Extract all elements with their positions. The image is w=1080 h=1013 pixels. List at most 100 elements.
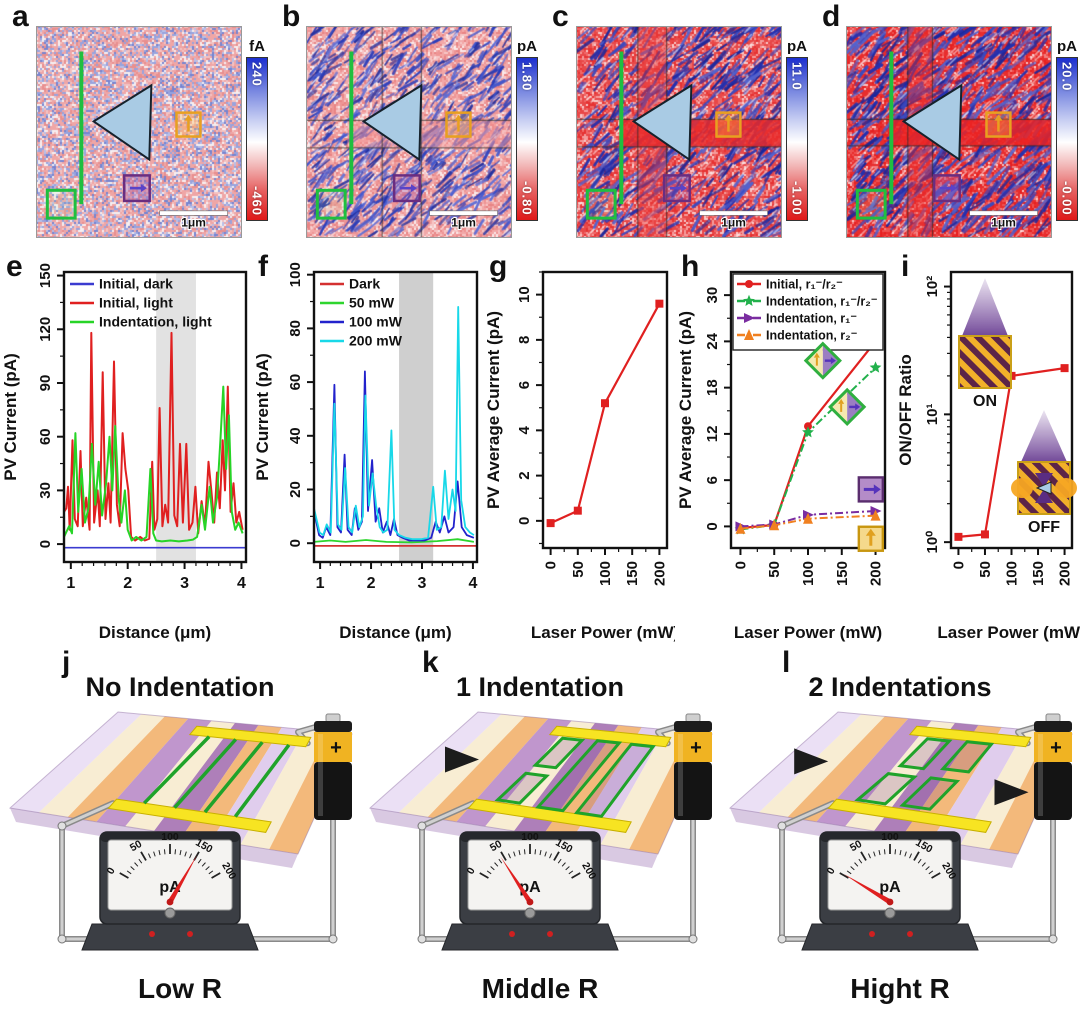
svg-text:80: 80: [287, 320, 304, 337]
svg-text:0: 0: [37, 540, 54, 548]
svg-text:40: 40: [287, 427, 304, 444]
svg-text:pA: pA: [879, 879, 901, 896]
colorbar-max-b: 1.80: [520, 62, 535, 91]
chart-g-canvas: 02468100 50 100 150 200Laser Power (mW)PV Av…: [483, 250, 675, 648]
svg-text:+: +: [1050, 737, 1062, 759]
svg-text:Indentation, r₂⁻: Indentation, r₂⁻: [766, 329, 858, 343]
svg-text:Distance (μm): Distance (μm): [99, 623, 211, 642]
svg-text:2: 2: [367, 575, 376, 592]
svg-text:PV Average Current (pA): PV Average Current (pA): [676, 311, 695, 509]
svg-text:4: 4: [516, 426, 533, 435]
row-current-maps: a 1μm fA 240 -460 b 1μm pA 1: [0, 0, 1080, 250]
colorbar-unit-a: fA: [244, 38, 270, 55]
svg-text:Laser Power (mW): Laser Power (mW): [937, 623, 1080, 642]
current-map-c: 1μm: [576, 26, 782, 238]
colorbar-max-a: 240: [250, 62, 265, 87]
colorbar-min-b: -0.80: [520, 181, 535, 216]
svg-text:10⁰: 10⁰: [924, 531, 941, 554]
chart-h-canvas: 06121824300 50 100 150 200Laser Power (mW)PV…: [675, 250, 895, 648]
svg-text:0: 0: [704, 522, 721, 530]
panel-c: c 1μm pA 11.0 -1.00: [540, 0, 810, 250]
chart-h: h 0 6 12 18 24 30 0 50 100 150 200 Laser Power (mW)…: [675, 250, 895, 648]
colorbar-unit-b: pA: [514, 38, 540, 55]
svg-text:1: 1: [316, 575, 325, 592]
current-map-a: 1μm: [36, 26, 242, 238]
svg-text:100: 100: [521, 831, 539, 843]
svg-text:Indentation, r₁⁻/r₂⁻: Indentation, r₁⁻/r₂⁻: [766, 295, 878, 309]
colorbar-min-d: -0.00: [1060, 181, 1075, 216]
colorbar-unit-d: pA: [1054, 38, 1080, 55]
schematic-j: j No Indentation +0 50 100 150 200 pA Low R: [0, 648, 360, 1013]
svg-text:100 mW: 100 mW: [349, 314, 403, 330]
svg-text:3: 3: [180, 575, 189, 592]
svg-text:PV Current (pA): PV Current (pA): [253, 353, 272, 481]
svg-text:10¹: 10¹: [924, 404, 941, 426]
svg-text:6: 6: [704, 476, 721, 484]
svg-text:200 mW: 200 mW: [349, 333, 403, 349]
colorbar-gradient-c: 11.0 -1.00: [786, 57, 808, 221]
svg-text:30: 30: [704, 287, 721, 304]
row-plots: e 0 30 60 90 120 150 1 2 3 4 Distance (μm) PV Curre…: [0, 250, 1080, 648]
panel-b: b 1μm pA 1.80 -0.80: [270, 0, 540, 250]
colorbar-c: pA 11.0 -1.00: [784, 38, 810, 221]
chart-i-canvas: 10⁰ 10¹ 10² 0 50 100 150 200 Laser Power (mW) ON/…: [895, 250, 1080, 648]
svg-text:24: 24: [704, 332, 721, 349]
colorbar-max-c: 11.0: [790, 62, 805, 91]
svg-text:60: 60: [37, 428, 54, 445]
svg-text:150: 150: [1030, 561, 1047, 586]
svg-text:150: 150: [624, 561, 641, 586]
chart-e: e 0 30 60 90 120 150 1 2 3 4 Distance (μm) PV Curre…: [0, 250, 252, 648]
panel-letter-c: c: [552, 2, 569, 32]
svg-text:200: 200: [868, 561, 885, 586]
svg-text:20: 20: [287, 481, 304, 498]
svg-text:Indentation, light: Indentation, light: [99, 314, 212, 330]
svg-text:150: 150: [37, 263, 54, 288]
svg-text:Initial, light: Initial, light: [99, 295, 173, 311]
chart-g: g 0 2 4 6 8 10 0 50 100 150 200 Laser Power (mW) PV …: [483, 250, 675, 648]
svg-text:6: 6: [516, 381, 533, 389]
current-map-b: 1μm: [306, 26, 512, 238]
map-overlay-a: 1μm: [36, 26, 242, 238]
colorbar-b: pA 1.80 -0.80: [514, 38, 540, 221]
svg-text:50: 50: [570, 561, 587, 578]
colorbar-a: fA 240 -460: [244, 38, 270, 221]
svg-text:0: 0: [287, 539, 304, 547]
svg-text:Initial, r₁⁻/r₂⁻: Initial, r₁⁻/r₂⁻: [766, 278, 843, 292]
svg-text:100: 100: [287, 262, 304, 287]
svg-text:1: 1: [66, 575, 75, 592]
svg-text:120: 120: [37, 317, 54, 342]
panel-letter-d: d: [822, 2, 840, 32]
colorbar-gradient-b: 1.80 -0.80: [516, 57, 538, 221]
svg-text:4: 4: [468, 575, 477, 592]
schematic-k-label: Middle R: [360, 973, 720, 1005]
svg-text:4: 4: [237, 575, 246, 592]
colorbar-min-a: -460: [250, 186, 265, 216]
svg-text:PV Current (pA): PV Current (pA): [1, 353, 20, 481]
svg-text:ON/OFF Ratio: ON/OFF Ratio: [896, 354, 915, 465]
svg-text:0: 0: [516, 517, 533, 525]
svg-text:50: 50: [977, 561, 994, 578]
panel-letter-a: a: [12, 2, 29, 32]
current-map-d: 1μm: [846, 26, 1052, 238]
svg-text:+: +: [330, 737, 342, 759]
schematic-j-canvas: +050100 150200pA: [0, 706, 360, 972]
svg-text:OFF: OFF: [1028, 519, 1060, 536]
svg-text:+: +: [690, 737, 702, 759]
schematic-l: l 2 Indentations +0 50 100 150 200 pA Hight R: [720, 648, 1080, 1013]
chart-f: f 0 20 40 60 80 100 1 2 3 4 Distance (μm) PV Curren…: [252, 250, 483, 648]
colorbar-d: pA 20.0 -0.00: [1054, 38, 1080, 221]
svg-text:1μm: 1μm: [181, 215, 206, 229]
svg-text:200: 200: [1057, 561, 1074, 586]
colorbar-gradient-d: 20.0 -0.00: [1056, 57, 1078, 221]
svg-text:Indentation, r₁⁻: Indentation, r₁⁻: [766, 312, 857, 326]
map-overlay-d: 1μm: [846, 26, 1052, 238]
svg-text:50 mW: 50 mW: [349, 295, 395, 311]
svg-text:150: 150: [834, 561, 851, 586]
chart-i: i 10⁰ 10¹ 10² 0 50 100 150 200 Laser Power (mW) O…: [895, 250, 1080, 648]
svg-text:ON: ON: [973, 393, 997, 410]
schematic-l-canvas: +050100 150200pA: [720, 706, 1080, 972]
panel-a: a 1μm fA 240 -460: [0, 0, 270, 250]
colorbar-max-d: 20.0: [1060, 62, 1075, 91]
schematic-j-title: No Indentation: [0, 672, 360, 703]
svg-text:2: 2: [516, 471, 533, 479]
